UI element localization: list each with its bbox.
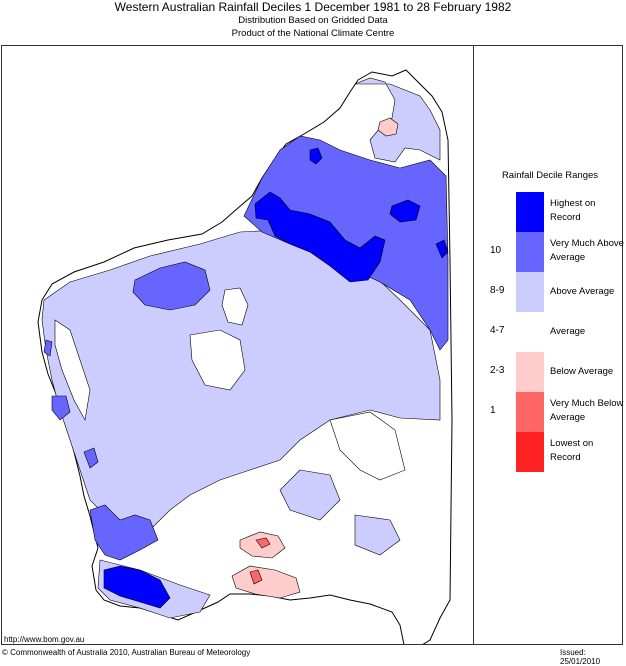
legend-swatch	[516, 272, 544, 312]
legend-row-average: 4-7 Average	[476, 312, 622, 352]
rainfall-decile-map	[37, 69, 453, 644]
legend-row-very-much-above-average: 10 Very Much Above Average	[476, 232, 624, 272]
legend-title: Rainfall Decile Ranges	[501, 170, 599, 181]
legend-range: 4-7	[490, 325, 505, 336]
map-title: Western Australian Rainfall Deciles 1 De…	[114, 0, 512, 14]
legend-divider	[473, 46, 474, 644]
issued-date: Issued: 25/01/2010	[560, 648, 601, 666]
legend-label: Highest on Record	[550, 198, 596, 223]
legend-swatch	[516, 352, 544, 392]
legend-swatch	[516, 392, 544, 432]
regions-above-average	[41, 77, 441, 619]
legend-range: 8-9	[490, 285, 505, 296]
legend-row-below-average: 2-3 Below Average	[476, 352, 622, 392]
legend-swatch	[516, 432, 544, 472]
legend-label: Above Average	[550, 286, 615, 297]
legend-label: Average	[550, 326, 586, 337]
legend-range: 2-3	[490, 365, 505, 376]
legend-label: Very Much Above Average	[550, 238, 624, 263]
legend-range: 10	[490, 245, 502, 256]
map-frame	[1, 45, 623, 645]
regions-average-inner	[54, 287, 406, 481]
legend-row-lowest-on-record: Lowest on Record	[476, 432, 622, 472]
legend-label: Below Average	[550, 366, 614, 377]
legend-swatch	[516, 232, 544, 272]
legend-row-above-average: 8-9 Above Average	[476, 272, 622, 312]
map-subtitle: Distribution Based on Gridded Data	[238, 15, 388, 26]
copyright-notice: © Commonwealth of Australia 2010, Austra…	[2, 648, 251, 657]
legend-label: Very Much Below Average	[550, 398, 624, 423]
legend-label: Lowest on Record	[550, 438, 594, 463]
legend-swatch	[516, 312, 544, 352]
legend-row-very-much-below-average: 1 Very Much Below Average	[476, 392, 624, 432]
legend-range: 1	[490, 405, 496, 416]
legend-swatch	[516, 192, 544, 232]
regions-highest-on-record	[103, 147, 449, 609]
regions-very-much-below-average	[249, 537, 271, 585]
map-source: Product of the National Climate Centre	[231, 28, 395, 39]
legend-row-highest-on-record: Highest on Record	[476, 192, 622, 232]
regions-below-average	[231, 117, 399, 599]
source-url: http://www.bom.gov.au	[4, 635, 85, 644]
